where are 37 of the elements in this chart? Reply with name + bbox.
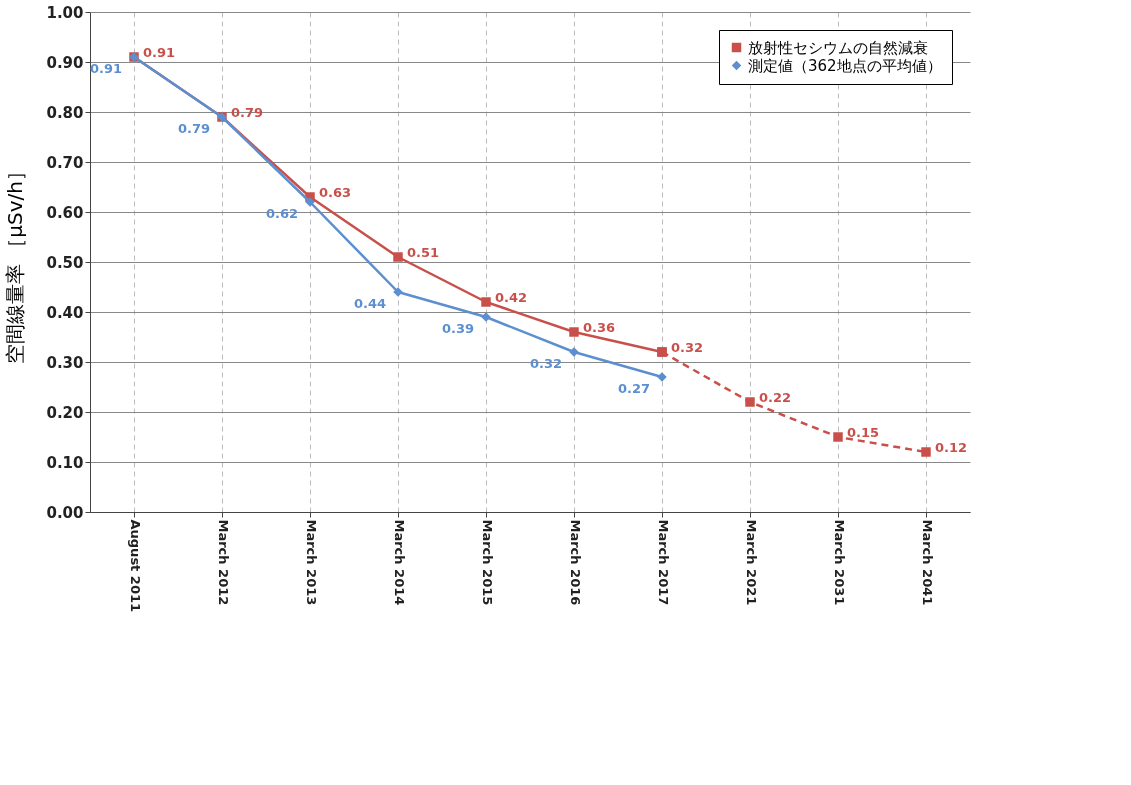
- data-label: 0.42: [495, 290, 528, 305]
- y-tick-label: 1.00: [46, 3, 84, 22]
- x-tick-label: March 2041: [919, 519, 935, 606]
- data-label: 0.44: [353, 296, 386, 311]
- y-tick-label: 0.50: [46, 253, 84, 272]
- legend-label: 放射性セシウムの自然減衰: [748, 38, 928, 57]
- x-tick-label: March 2015: [479, 519, 495, 606]
- x-tick-label: August 2011: [127, 519, 143, 613]
- y-tick-label: 0.20: [46, 403, 84, 422]
- legend-label: 測定値（362地点の平均値）: [748, 56, 942, 75]
- y-tick-label: 0.90: [46, 53, 84, 72]
- x-tick-label: March 2017: [655, 519, 671, 606]
- y-tick-label: 0.80: [46, 103, 84, 122]
- data-label: 0.39: [441, 321, 474, 336]
- y-tick-label: 0.70: [46, 153, 84, 172]
- y-tick-label: 0.40: [46, 303, 84, 322]
- y-tick-label: 0.00: [46, 503, 84, 522]
- y-tick-label: 0.10: [46, 453, 84, 472]
- x-tick-label: March 2012: [215, 519, 231, 606]
- data-label: 0.22: [759, 390, 792, 405]
- x-tick-label: March 2014: [391, 519, 407, 606]
- x-tick-label: March 2016: [567, 519, 583, 606]
- data-label: 0.15: [847, 425, 880, 440]
- data-label: 0.32: [671, 340, 704, 355]
- y-axis-title: 空間線量率 ［μSv/h］: [3, 160, 28, 365]
- data-label: 0.51: [407, 245, 440, 260]
- x-tick-label: March 2021: [743, 519, 759, 606]
- x-tick-label: March 2013: [303, 519, 319, 606]
- data-label: 0.79: [177, 121, 210, 136]
- y-tick-label: 0.30: [46, 353, 84, 372]
- data-label: 0.91: [143, 45, 176, 60]
- data-label: 0.63: [319, 185, 352, 200]
- data-label: 0.36: [583, 320, 616, 335]
- data-label: 0.27: [617, 381, 650, 396]
- x-tick-label: March 2031: [831, 519, 847, 606]
- y-tick-label: 0.60: [46, 203, 84, 222]
- data-label: 0.12: [935, 440, 968, 455]
